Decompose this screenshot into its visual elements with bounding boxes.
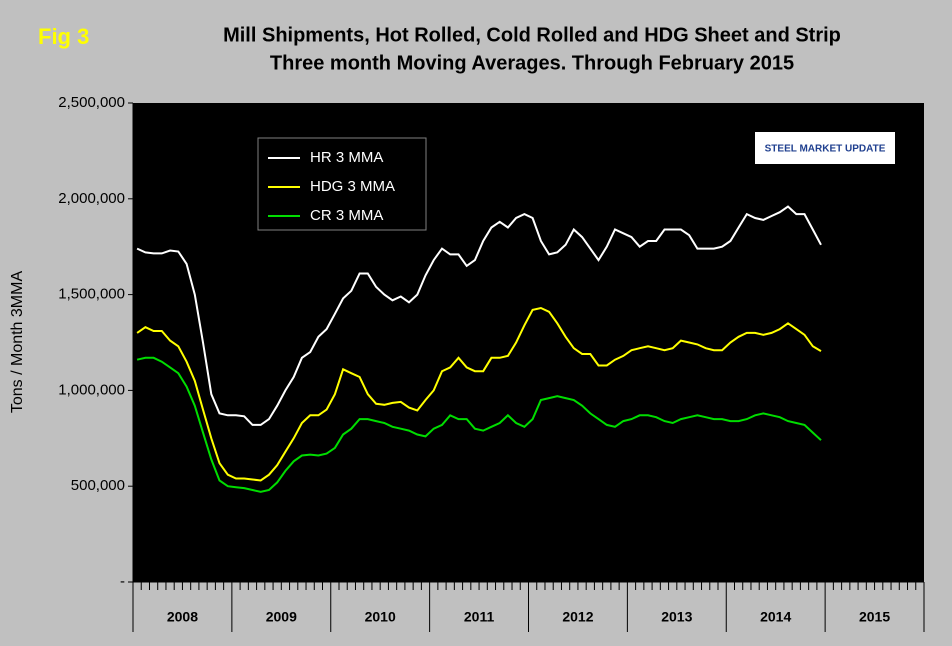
y-tick-label: - xyxy=(120,573,125,590)
y-tick-label: 1,000,000 xyxy=(58,381,125,398)
plot-area xyxy=(133,103,924,582)
logo: STEEL MARKET UPDATE xyxy=(755,132,895,164)
series-line xyxy=(136,306,822,482)
y-tick-label: 2,000,000 xyxy=(58,190,125,207)
x-tick-label: 2010 xyxy=(365,609,396,625)
y-tick-label: 1,500,000 xyxy=(58,286,125,303)
x-tick-label: 2014 xyxy=(760,609,791,625)
x-tick-label: 2015 xyxy=(859,609,890,625)
x-tick-label: 2012 xyxy=(562,609,593,625)
logo-box xyxy=(755,132,895,164)
series-line xyxy=(136,356,822,493)
x-tick-label: 2008 xyxy=(167,609,198,625)
y-tick-label: 2,500,000 xyxy=(58,94,125,111)
x-tick-label: 2009 xyxy=(266,609,297,625)
chart-title: Mill Shipments, Hot Rolled, Cold Rolled … xyxy=(223,24,841,46)
legend-label: HDG 3 MMA xyxy=(310,178,395,195)
logo-text: STEEL MARKET UPDATE xyxy=(765,144,886,155)
chart-subtitle: Three month Moving Averages. Through Feb… xyxy=(270,52,794,74)
fig-label: Fig 3 xyxy=(38,24,89,49)
legend-label: HR 3 MMA xyxy=(310,149,383,166)
legend-box xyxy=(257,137,427,231)
series-line xyxy=(136,205,822,426)
x-tick-label: 2011 xyxy=(464,609,495,625)
legend-label: CR 3 MMA xyxy=(310,207,383,224)
y-axis-label: Tons / Month 3MMA xyxy=(9,271,26,414)
y-tick-label: 500,000 xyxy=(71,477,125,494)
x-tick-label: 2013 xyxy=(661,609,692,625)
legend: HR 3 MMA HDG 3 MMA CR 3 MMA xyxy=(257,137,427,231)
